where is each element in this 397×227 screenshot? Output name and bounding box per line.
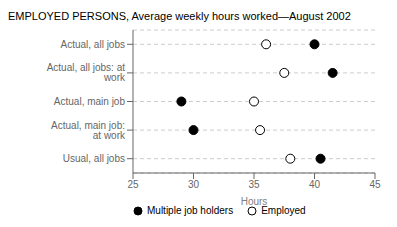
svg-text:25: 25	[127, 179, 139, 190]
svg-text:Actual, main job:at work: Actual, main job:at work	[51, 120, 126, 141]
html-text:Employed: Employed	[261, 205, 306, 216]
svg-text:Hours: Hours	[241, 196, 268, 207]
svg-text:Usual, all jobs: Usual, all jobs	[63, 153, 125, 164]
svg-text:Actual, all jobs: Actual, all jobs	[61, 39, 125, 50]
svg-text:45: 45	[369, 179, 381, 190]
svg-text:Actual, main job: Actual, main job	[54, 96, 126, 107]
html-text:EMPLOYED PERSONS, Average week: EMPLOYED PERSONS, Average weekly hours w…	[8, 10, 351, 22]
svg-text:35: 35	[248, 179, 260, 190]
svg-text:40: 40	[309, 179, 321, 190]
svg-text:Actual, all jobs: atwork: Actual, all jobs: atwork	[47, 62, 126, 83]
svg-text:30: 30	[188, 179, 200, 190]
html-text:Multiple job holders: Multiple job holders	[147, 205, 234, 216]
